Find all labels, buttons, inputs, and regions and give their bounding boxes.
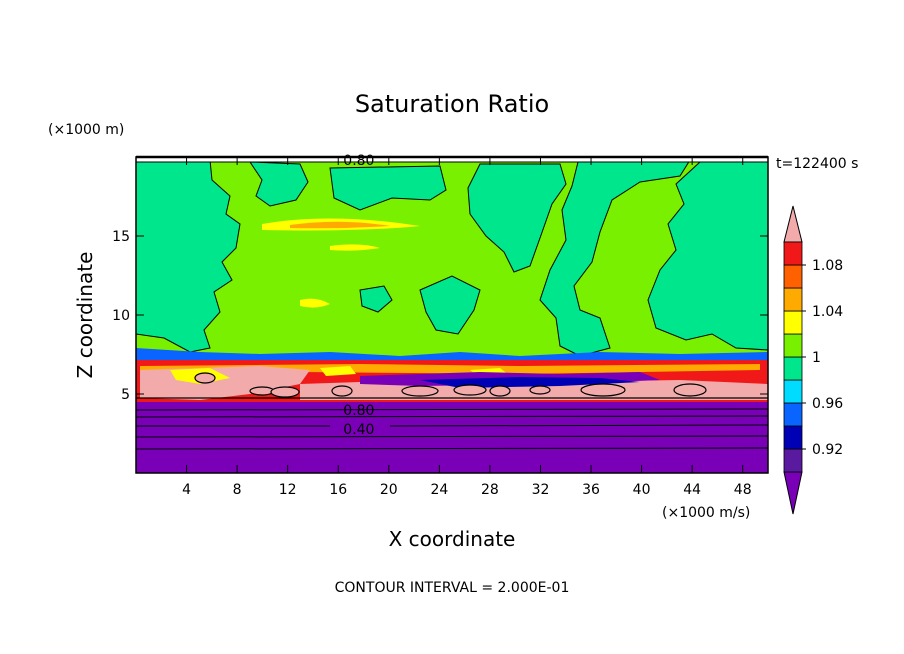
contour-label: 0.80 [343,153,374,169]
y-axis-label: Z coordinate [73,252,97,379]
upper-teal-region [329,165,447,211]
chart-title: Saturation Ratio [355,90,549,118]
top-stripe [136,157,768,162]
x-tick-label: 32 [532,482,550,498]
x-tick-label: 36 [582,482,600,498]
colorbar-tick-label: 0.96 [812,396,843,412]
y-tick-label: 15 [112,229,130,245]
yellow-streak [330,244,380,251]
x-tick-label: 4 [182,482,191,498]
colorbar-tick-label: 1.04 [812,304,843,320]
colorbar-swatch [783,310,803,335]
x-axis-label: X coordinate [389,527,516,551]
contour-label: 0.80 [343,403,374,419]
lower-purple-layer [136,402,768,473]
y-tick-label: 10 [112,308,130,324]
upper-teal-region [359,285,393,313]
colorbar-tick-label: 0.92 [812,442,843,458]
time-label: t=122400 s [776,156,858,172]
x-tick-label: 28 [481,482,499,498]
colorbar-swatch [783,425,803,450]
contour-label: 0.40 [343,422,374,438]
y-axis: 5 10 15 [112,229,768,403]
cloud-cells [194,372,707,398]
upper-teal-region [467,163,567,273]
colorbar-swatch [783,356,803,381]
upper-teal-region [419,275,481,335]
contour-interval-footer: CONTOUR INTERVAL = 2.000E-01 [335,580,570,596]
x-unit-label: (×1000 m/s) [662,505,750,521]
y-unit-label: (×1000 m) [48,122,124,138]
x-tick-label: 16 [329,482,347,498]
x-tick-label: 24 [430,482,448,498]
colorbar-swatch [783,264,803,289]
upper-teal-region [539,159,691,357]
colorbar: 0.92 0.96 1 1.04 1.08 [783,205,843,515]
x-tick-label: 8 [233,482,242,498]
colorbar-tick-label: 1 [812,350,821,366]
colorbar-swatch [783,379,803,404]
colorbar-max-triangle [783,205,803,243]
orange-streak [290,221,390,229]
lower-contours [136,408,768,450]
upper-teal-region [647,161,768,351]
upper-teal-region [136,159,241,353]
x-tick-label: 40 [633,482,651,498]
x-tick-label: 12 [279,482,297,498]
colorbar-swatch [783,402,803,427]
colorbar-swatch [783,333,803,358]
x-tick-label: 48 [734,482,752,498]
colorbar-swatch [783,241,803,266]
yellow-streak [300,298,330,308]
x-tick-label: 44 [683,482,701,498]
yellow-patches [170,366,510,384]
plot-field [136,157,768,473]
upper-teal-region [249,161,309,207]
x-axis: 4 8 12 16 20 24 28 32 36 40 44 48 [182,157,752,498]
colorbar-min-triangle [783,471,803,515]
colorbar-tick-label: 1.08 [812,258,843,274]
colorbar-swatch [783,287,803,312]
x-tick-label: 20 [380,482,398,498]
y-tick-label: 5 [121,387,130,403]
colorbar-swatch [783,448,803,473]
